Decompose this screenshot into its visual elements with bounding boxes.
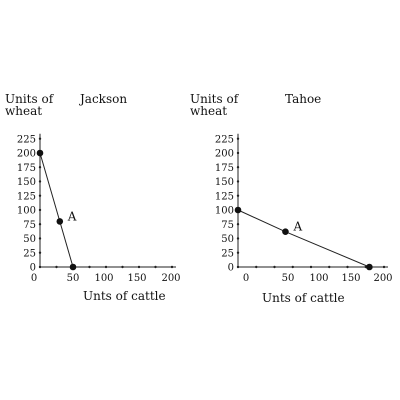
tahoe-x-tick-label: 0 <box>243 273 249 284</box>
jackson-x-tick-mark <box>138 266 140 268</box>
jackson-point-label: A <box>67 209 77 223</box>
jackson-y-tick-mark <box>39 237 41 239</box>
tahoe-y-tick-label: 100 <box>215 206 234 217</box>
tahoe-x-tick-mark <box>383 266 385 268</box>
jackson-xlabel: Unts of cattle <box>83 289 166 303</box>
tahoe-y-tick-label: 225 <box>215 134 234 145</box>
jackson-y-tick-label: 225 <box>17 134 36 145</box>
jackson-y-tick-label: 200 <box>17 149 36 160</box>
tahoe-ppf-line <box>238 210 369 267</box>
jackson-x-tick-mark <box>55 266 57 268</box>
jackson-data-point <box>37 150 44 157</box>
jackson-y-tick-mark <box>39 195 41 197</box>
jackson-y-tick-label: 25 <box>23 248 36 259</box>
jackson-data-point <box>70 264 77 271</box>
jackson-y-tick-mark <box>39 180 41 182</box>
tahoe-x-tick-mark <box>273 266 275 268</box>
jackson-data-point <box>57 218 64 225</box>
tahoe-data-point <box>282 228 289 235</box>
jackson-y-tick-mark <box>39 138 41 140</box>
jackson-x-tick-label: 200 <box>161 273 180 284</box>
tahoe-y-tick-label: 150 <box>215 177 234 188</box>
jackson-y-tick-label: 150 <box>17 177 36 188</box>
tahoe-y-tick-label: 25 <box>221 248 234 259</box>
jackson-x-tick-label: 100 <box>94 273 113 284</box>
tahoe-y-tick-label: 50 <box>221 234 234 245</box>
jackson-x-tick-label: 150 <box>127 273 146 284</box>
jackson-y-tick-label: 0 <box>30 263 36 274</box>
tahoe-x-tick-label: 50 <box>282 273 295 284</box>
tahoe-y-tick-label: 200 <box>215 149 234 160</box>
tahoe-y-tick-mark <box>237 223 239 225</box>
jackson-y-tick-mark <box>39 266 41 268</box>
tahoe-y-tick-label: 75 <box>221 220 234 231</box>
tahoe-x-tick-mark <box>292 266 294 268</box>
jackson-y-tick-label: 75 <box>23 220 36 231</box>
jackson-x-tick-label: 50 <box>67 273 80 284</box>
tahoe-x-tick-label: 150 <box>341 273 360 284</box>
tahoe-title: Tahoe <box>285 92 321 106</box>
tahoe-x-tick-label: 200 <box>373 273 392 284</box>
jackson-y-tick-mark <box>39 209 41 211</box>
jackson-x-tick-label: 0 <box>31 273 37 284</box>
jackson-y-tick-mark <box>39 166 41 168</box>
jackson-x-tick-mark <box>88 266 90 268</box>
jackson-x-tick-mark <box>105 266 107 268</box>
jackson-title: Jackson <box>78 92 127 106</box>
jackson-y-tick-label: 50 <box>23 234 36 245</box>
tahoe-ylabel-line1: Units of wheat <box>190 92 240 118</box>
tahoe-y-tick-mark <box>237 138 239 140</box>
tahoe-x-tick-label: 100 <box>309 273 328 284</box>
tahoe-y-tick-mark <box>237 237 239 239</box>
jackson-y-tick-mark <box>39 252 41 254</box>
jackson-y-tick-mark <box>39 223 41 225</box>
tahoe-point-label: A <box>292 220 302 234</box>
tahoe-y-tick-mark <box>237 180 239 182</box>
jackson-y-tick-label: 125 <box>17 191 36 202</box>
tahoe-y-tick-mark <box>237 152 239 154</box>
tahoe-x-tick-mark <box>255 266 257 268</box>
jackson-x-tick-mark <box>121 266 123 268</box>
tahoe-x-tick-mark <box>328 266 330 268</box>
jackson-x-tick-mark <box>171 266 173 268</box>
tahoe-x-tick-mark <box>310 266 312 268</box>
tahoe-y-tick-mark <box>237 195 239 197</box>
tahoe-chart: Units of wheat Tahoe Unts of cattle 0 25 50… <box>190 92 393 305</box>
jackson-y-tick-label: 100 <box>17 206 36 217</box>
tahoe-y-tick-mark <box>237 166 239 168</box>
tahoe-y-tick-label: 0 <box>228 263 234 274</box>
tahoe-y-tick-label: 125 <box>215 191 234 202</box>
tahoe-xlabel: Unts of cattle <box>262 291 345 305</box>
jackson-y-tick-label: 175 <box>17 163 36 174</box>
tahoe-y-tick-mark <box>237 252 239 254</box>
tahoe-y-tick-label: 175 <box>215 163 234 174</box>
tahoe-data-point <box>235 207 242 214</box>
tahoe-data-point <box>366 264 373 271</box>
jackson-x-tick-mark <box>154 266 156 268</box>
jackson-ylabel-line1: Units of wheat <box>5 92 55 118</box>
tahoe-x-tick-mark <box>346 266 348 268</box>
jackson-chart: Units of wheat Jackson Unts of cattle 0 25… <box>5 92 181 303</box>
tahoe-y-tick-mark <box>237 266 239 268</box>
